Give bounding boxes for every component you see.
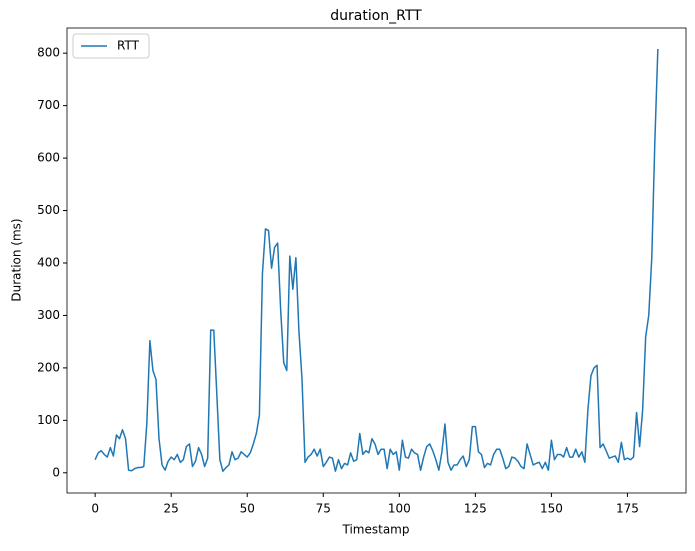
y-tick-label: 300 [37,308,60,322]
y-tick-label: 200 [37,360,60,374]
y-tick-label: 500 [37,203,60,217]
x-tick-label: 25 [164,502,179,516]
x-tick-label: 75 [316,502,331,516]
x-tick-label: 125 [464,502,487,516]
y-tick-label: 400 [37,255,60,269]
legend-label: RTT [117,39,140,53]
x-tick-label: 100 [388,502,411,516]
x-tick-label: 150 [540,502,563,516]
x-tick-label: 0 [91,502,99,516]
data-line [94,48,659,472]
y-tick-label: 0 [52,465,60,479]
legend-box [72,33,150,59]
y-axis-label: Duration (ms) [10,218,24,301]
x-tick-label: 175 [616,502,639,516]
x-axis-label: Timestamp [342,523,410,537]
chart-title: duration_RTT [330,8,422,24]
y-tick-label: 600 [37,151,60,165]
y-tick-label: 100 [37,413,60,427]
plot-frame [66,27,687,494]
x-tick-label: 50 [240,502,255,516]
y-tick-label: 800 [37,46,60,60]
y-tick-label: 700 [37,98,60,112]
